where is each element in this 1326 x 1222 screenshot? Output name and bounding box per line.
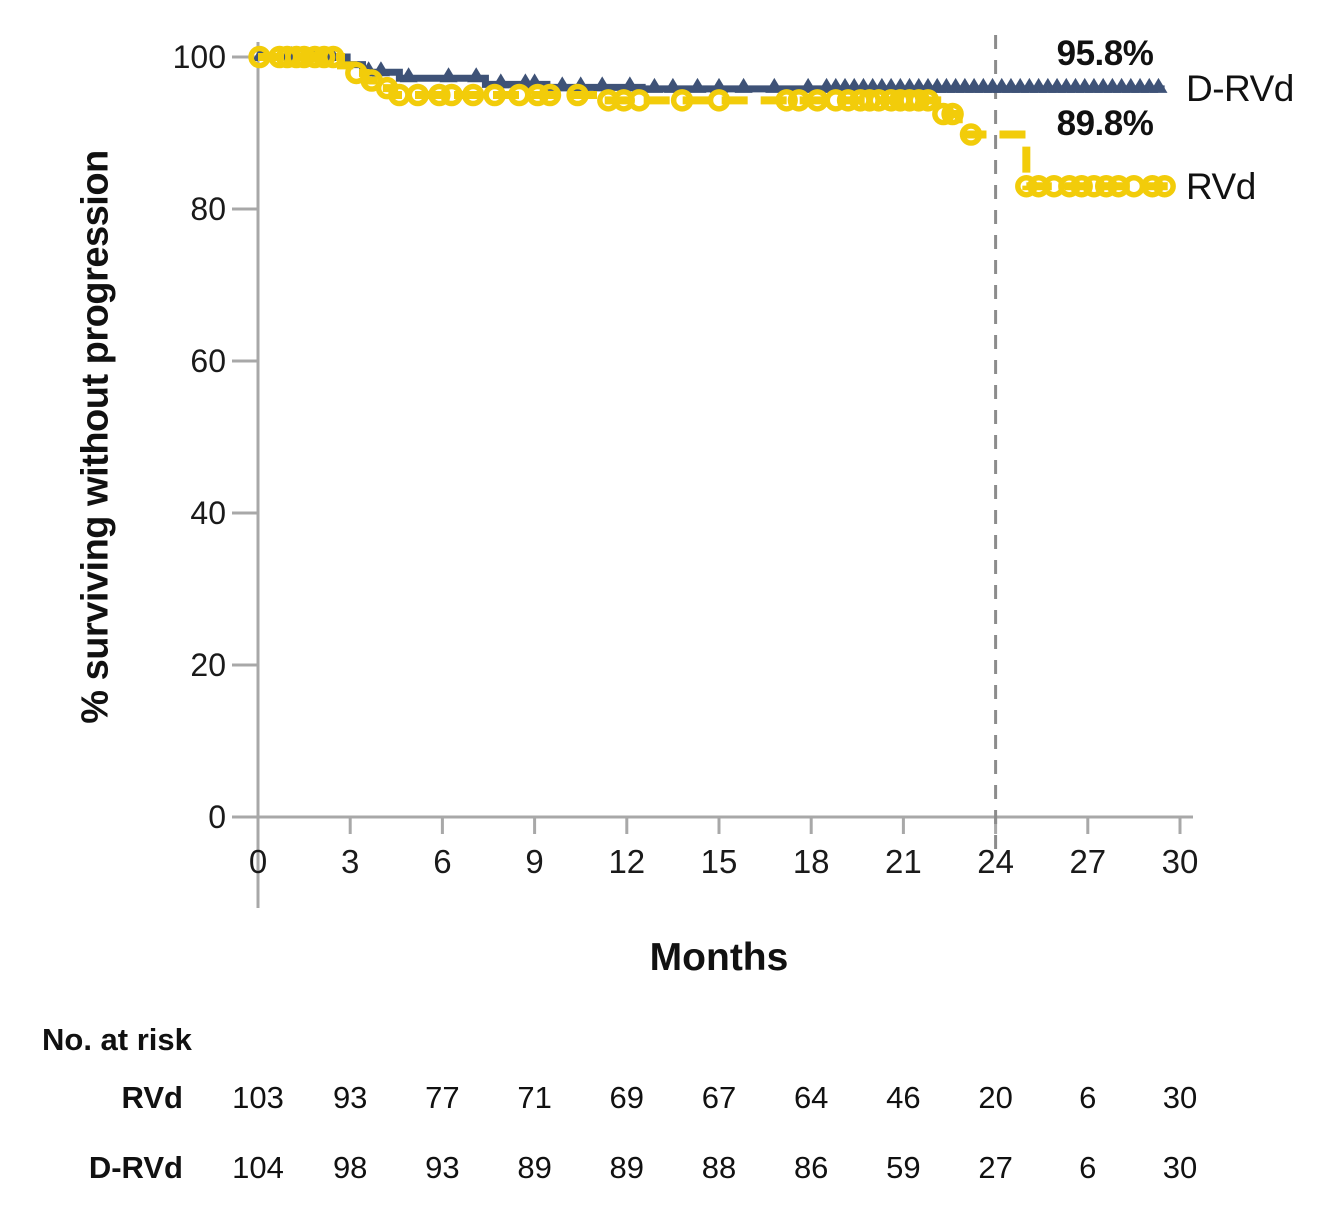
rvd-landmark-label: 89.8%	[1056, 104, 1154, 143]
rvd-censor-circle	[941, 102, 964, 126]
at-risk-row-label-rvd: RVd	[121, 1080, 183, 1115]
at-risk-value: 6	[1079, 1080, 1097, 1115]
drvd-censor-triangle	[734, 77, 753, 93]
rvd-censor-circle	[526, 83, 549, 107]
at-risk-value: 93	[425, 1150, 460, 1185]
y-axis-title: % surviving without progression	[74, 150, 117, 724]
x-tick-label: 3	[341, 843, 360, 880]
x-tick-label: 30	[1161, 843, 1199, 880]
rvd-censor-circle	[248, 45, 271, 69]
rvd-censor-circle	[1094, 174, 1118, 198]
at-risk-value: 104	[232, 1150, 284, 1185]
rvd-curve	[258, 53, 1168, 191]
drvd-censor-triangle	[1149, 77, 1168, 93]
at-risk-value: 20	[978, 1080, 1013, 1115]
rvd-censor-circle	[461, 83, 485, 107]
rvd-censor-circle	[566, 83, 589, 107]
rvd-censor-circle	[836, 89, 860, 112]
x-tick-label: 21	[885, 843, 922, 880]
rvd-censor-circle	[406, 83, 430, 107]
at-risk-header: No. at risk	[42, 1022, 192, 1057]
x-tick-label: 24	[977, 843, 1014, 880]
drvd-censor-triangle	[593, 76, 612, 92]
at-risk-value: 30	[1162, 1150, 1198, 1185]
rvd-censor-circle	[1058, 174, 1081, 198]
rvd-censor-circle	[907, 89, 931, 112]
rvd-censor-circle	[858, 89, 881, 112]
rvd-censor-circle	[1153, 174, 1176, 198]
rvd-censor-circle	[312, 45, 336, 69]
drvd-landmark-label: 95.8%	[1056, 34, 1154, 73]
rvd-censor-circle	[538, 83, 562, 107]
rvd-censor-circle	[1082, 174, 1106, 198]
rvd-censor-circle	[707, 89, 731, 112]
y-tick-label: 20	[190, 647, 226, 683]
rvd-censor-circle	[775, 89, 798, 112]
rvd-censor-circle	[670, 89, 694, 112]
y-tick-label: 80	[190, 191, 226, 227]
drvd-censor-triangle	[663, 77, 682, 93]
rvd-censor-circle	[959, 123, 983, 146]
at-risk-row-label-d-rvd: D-RVd	[88, 1150, 183, 1185]
at-risk-value: 46	[886, 1080, 921, 1115]
y-tick-label: 100	[172, 39, 226, 75]
rvd-censor-circle	[428, 83, 451, 107]
rvd-censor-circle	[1070, 174, 1093, 198]
at-risk-value: 77	[425, 1080, 460, 1115]
y-tick-label: 60	[190, 343, 226, 379]
drvd-censor-triangle	[467, 67, 486, 83]
at-risk-value: 64	[793, 1080, 829, 1115]
at-risk-value: 98	[332, 1150, 368, 1185]
rvd-censor-circle	[292, 45, 316, 69]
drvd-censor-triangle	[620, 76, 639, 92]
rvd-censor-circle	[867, 89, 891, 112]
rvd-series-label: RVd	[1186, 166, 1256, 207]
at-risk-value: 30	[1162, 1080, 1198, 1115]
at-risk-value: 89	[609, 1150, 645, 1185]
drvd-censor-triangle	[688, 77, 707, 93]
at-risk-value: 69	[609, 1080, 645, 1115]
at-risk-value: 71	[517, 1080, 552, 1115]
at-risk-value: 59	[886, 1150, 921, 1185]
rvd-censor-circle	[787, 89, 811, 112]
rvd-censor-circle	[627, 89, 651, 112]
at-risk-value: 86	[793, 1150, 829, 1185]
x-tick-label: 27	[1069, 843, 1107, 880]
rvd-censor-circle	[322, 45, 345, 69]
rvd-censor-circle	[824, 89, 848, 112]
at-risk-value: 88	[701, 1150, 737, 1185]
y-tick-label: 40	[190, 495, 226, 531]
at-risk-value: 103	[232, 1080, 284, 1115]
x-tick-label: 15	[700, 843, 738, 880]
drvd-censor-triangle	[439, 67, 458, 83]
rvd-censor-circle	[1141, 174, 1164, 198]
drvd-censor-triangle	[709, 77, 728, 93]
drvd-censor-triangle	[799, 77, 818, 93]
at-risk-value: 89	[517, 1150, 552, 1185]
at-risk-value: 93	[332, 1080, 368, 1115]
rvd-censor-circle	[440, 83, 463, 107]
drvd-censor-triangle	[645, 77, 664, 93]
drvd-series-label: D-RVd	[1186, 68, 1294, 109]
rvd-censor-circle	[916, 89, 940, 112]
x-axis-title: Months	[649, 936, 789, 979]
rvd-censor-circle	[1015, 174, 1038, 198]
rvd-censor-circle	[507, 83, 531, 107]
drvd-censor-triangle	[765, 77, 784, 93]
rvd-censor-circle	[1122, 174, 1146, 198]
drvd-censor-triangle	[399, 67, 418, 83]
x-tick-label: 12	[608, 843, 646, 880]
at-risk-value: 6	[1079, 1150, 1097, 1185]
x-tick-label: 18	[792, 843, 830, 880]
rvd-censor-circle	[483, 83, 506, 107]
y-tick-label: 0	[208, 799, 226, 835]
at-risk-value: 27	[978, 1150, 1013, 1185]
x-tick-label: 6	[433, 843, 452, 880]
at-risk-value: 67	[701, 1080, 737, 1115]
x-tick-label: 9	[525, 843, 544, 880]
rvd-censor-circle	[932, 102, 955, 126]
x-tick-label: 0	[248, 843, 268, 880]
